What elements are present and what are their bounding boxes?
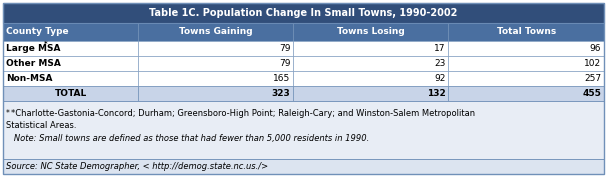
- Bar: [138, 41, 293, 56]
- Bar: [3, 3, 604, 23]
- Bar: [3, 56, 138, 71]
- Bar: [293, 41, 449, 56]
- Bar: [449, 56, 604, 71]
- Text: 92: 92: [434, 74, 446, 83]
- Bar: [138, 23, 293, 41]
- Text: 455: 455: [582, 89, 601, 98]
- Text: 96: 96: [589, 44, 601, 53]
- Bar: [449, 86, 604, 101]
- Text: Total Towns: Total Towns: [497, 27, 556, 36]
- Text: 257: 257: [584, 74, 601, 83]
- Text: TOTAL: TOTAL: [55, 89, 87, 98]
- Text: Other MSA: Other MSA: [6, 59, 61, 68]
- Bar: [138, 86, 293, 101]
- Text: 79: 79: [279, 59, 290, 68]
- Bar: [293, 23, 449, 41]
- Bar: [449, 23, 604, 41]
- Text: *: *: [44, 41, 47, 47]
- Bar: [449, 71, 604, 86]
- Text: *: *: [6, 109, 10, 118]
- Text: 323: 323: [271, 89, 290, 98]
- Bar: [3, 23, 138, 41]
- Text: Note: Small towns are defined as those that had fewer than 5,000 residents in 19: Note: Small towns are defined as those t…: [6, 134, 369, 143]
- Text: Statistical Areas.: Statistical Areas.: [6, 121, 76, 130]
- Bar: [293, 56, 449, 71]
- Text: Non-MSA: Non-MSA: [6, 74, 52, 83]
- Bar: [3, 86, 138, 101]
- Text: 79: 79: [279, 44, 290, 53]
- Bar: [293, 71, 449, 86]
- Text: 17: 17: [434, 44, 446, 53]
- Text: *Charlotte-Gastonia-Concord; Durham; Greensboro-High Point; Raleigh-Cary; and Wi: *Charlotte-Gastonia-Concord; Durham; Gre…: [11, 109, 475, 118]
- Text: 102: 102: [584, 59, 601, 68]
- Bar: [293, 86, 449, 101]
- Text: 132: 132: [427, 89, 446, 98]
- Text: 165: 165: [273, 74, 290, 83]
- Bar: [3, 101, 604, 159]
- Text: Towns Gaining: Towns Gaining: [179, 27, 253, 36]
- Bar: [3, 71, 138, 86]
- Text: Table 1C. Population Change In Small Towns, 1990-2002: Table 1C. Population Change In Small Tow…: [149, 8, 458, 18]
- Bar: [138, 71, 293, 86]
- Text: Towns Losing: Towns Losing: [337, 27, 405, 36]
- Bar: [449, 41, 604, 56]
- Bar: [138, 56, 293, 71]
- Bar: [3, 41, 138, 56]
- Text: Large MSA: Large MSA: [6, 44, 61, 53]
- Text: Source: NC State Demographer, < http://demog.state.nc.us./>: Source: NC State Demographer, < http://d…: [6, 162, 268, 171]
- Text: 23: 23: [434, 59, 446, 68]
- Text: County Type: County Type: [6, 27, 69, 36]
- Bar: [3, 159, 604, 174]
